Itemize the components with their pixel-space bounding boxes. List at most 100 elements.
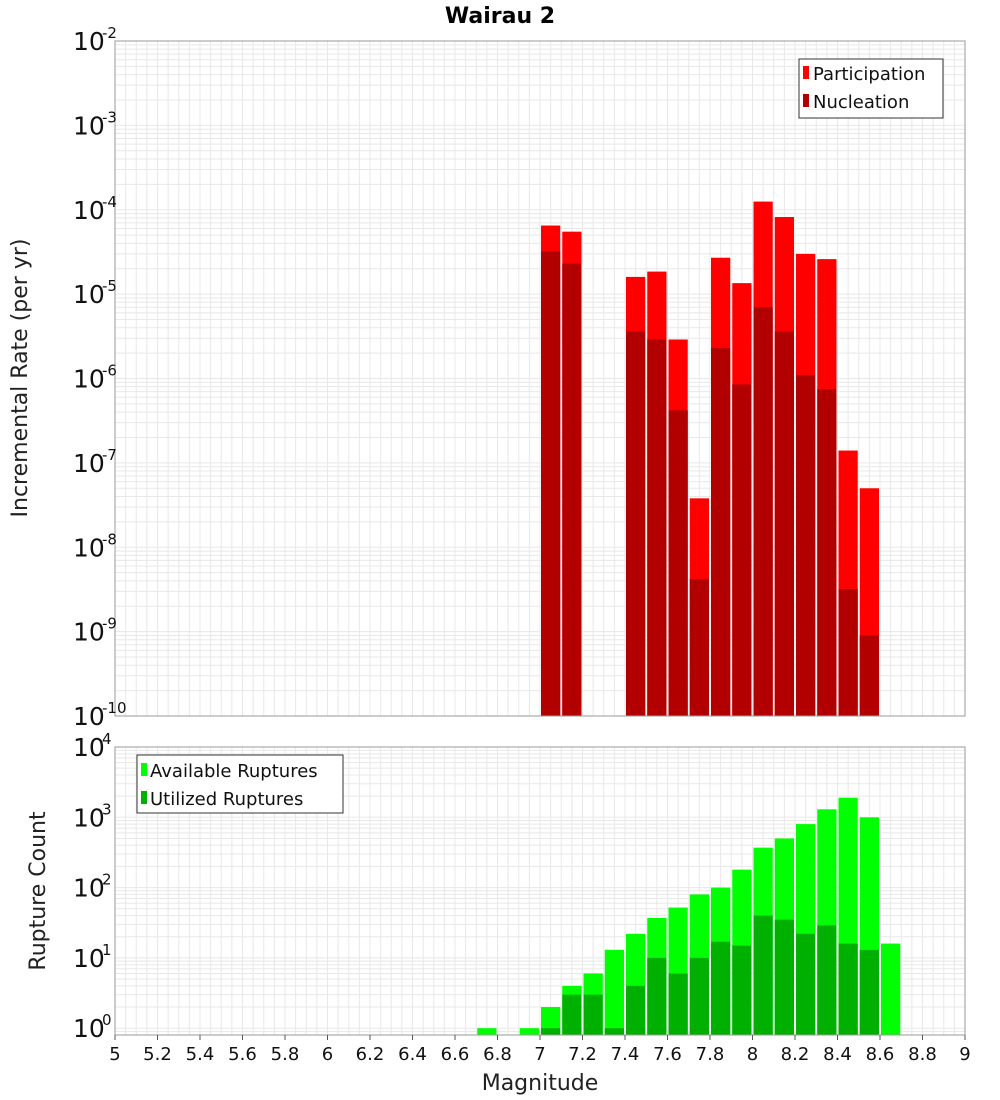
- x-axis-label: Magnitude: [482, 1071, 599, 1096]
- bottom-legend: Available Ruptures Utilized Ruptures: [136, 754, 344, 814]
- utilized-ruptures-legend-swatch: [141, 791, 147, 804]
- x-tick-label: 7.2: [568, 1044, 597, 1065]
- top-panel-grid: [114, 40, 966, 717]
- nucleation-bar: [732, 384, 752, 716]
- utilized-ruptures-bar: [732, 945, 752, 1035]
- available-ruptures-bar: [604, 949, 624, 1035]
- nucleation-bar: [711, 347, 731, 716]
- available-ruptures-bar: [881, 943, 901, 1035]
- x-tick-label: 7.6: [653, 1044, 682, 1065]
- bottom-y-axis-label: Rupture Count: [26, 811, 51, 971]
- top-y-tick-label: 10: [73, 449, 105, 478]
- top-panel-y-ticks: 10-210-310-410-510-610-710-810-910-10: [73, 24, 127, 731]
- utilized-ruptures-bar: [796, 933, 816, 1035]
- nucleation-bar: [541, 251, 561, 716]
- top-y-tick-label: 10: [73, 702, 105, 731]
- top-y-tick-label: 10: [73, 365, 105, 394]
- top-y-tick-label: 10: [73, 533, 105, 562]
- nucleation-legend-label: Nucleation: [813, 92, 909, 113]
- x-tick-label: 6.4: [398, 1044, 427, 1065]
- top-y-tick-exponent: -4: [102, 193, 117, 211]
- x-tick-label: 8.6: [866, 1044, 895, 1065]
- utilized-ruptures-bar: [647, 957, 667, 1035]
- nucleation-bar: [562, 263, 582, 716]
- utilized-ruptures-bar: [583, 994, 603, 1035]
- top-panel-bars: [541, 201, 879, 716]
- x-tick-label: 8.4: [823, 1044, 852, 1065]
- top-y-tick-exponent: -7: [102, 446, 117, 464]
- x-tick-label: 5.8: [271, 1044, 300, 1065]
- top-y-tick-exponent: -2: [102, 24, 117, 42]
- nucleation-legend-swatch: [803, 94, 809, 107]
- x-tick-label: 6.6: [441, 1044, 470, 1065]
- bottom-y-tick-exponent: 1: [102, 941, 112, 959]
- utilized-ruptures-bar: [668, 973, 688, 1035]
- available-ruptures-bar: [519, 1028, 539, 1035]
- x-tick-label: 7.4: [611, 1044, 640, 1065]
- bottom-y-tick-label: 10: [73, 733, 105, 762]
- x-tick-label: 8: [747, 1044, 758, 1065]
- top-y-tick-label: 10: [73, 618, 105, 647]
- top-y-tick-exponent: -5: [102, 277, 117, 295]
- top-y-tick-exponent: -6: [102, 362, 117, 380]
- utilized-ruptures-bar: [817, 925, 837, 1035]
- x-tick-label: 6: [322, 1044, 333, 1065]
- top-y-tick-exponent: -9: [102, 615, 117, 633]
- nucleation-bar: [626, 331, 646, 716]
- bottom-y-tick-label: 10: [73, 803, 105, 832]
- top-y-tick-label: 10: [73, 111, 105, 140]
- nucleation-bar: [753, 307, 773, 716]
- available-ruptures-legend-label: Available Ruptures: [150, 761, 318, 782]
- bottom-legend-box: [136, 754, 344, 814]
- top-y-axis-label: Incremental Rate (per yr): [8, 239, 33, 518]
- participation-legend-label: Participation: [813, 64, 925, 85]
- bottom-panel-bars: [477, 797, 901, 1035]
- utilized-ruptures-bar: [541, 1028, 561, 1035]
- utilized-ruptures-bar: [753, 915, 773, 1035]
- nucleation-bar: [859, 635, 879, 716]
- x-axis-ticks: 5 5.2 5.4 5.6 5.8 6 6.2 6.4 6.6 6.8 7 7.2 7.4 7.6 7.8 8…: [109, 1035, 971, 1065]
- x-tick-label: 8.2: [781, 1044, 810, 1065]
- nucleation-bar: [796, 375, 816, 716]
- available-ruptures-bar: [477, 1028, 497, 1035]
- x-tick-label: 5.2: [143, 1044, 172, 1065]
- x-tick-label: 8.8: [908, 1044, 937, 1065]
- top-legend: Participation Nucleation: [798, 58, 944, 119]
- nucleation-bar: [774, 331, 794, 716]
- nucleation-bar: [817, 389, 837, 716]
- bottom-y-tick-label: 10: [73, 944, 105, 973]
- top-y-tick-label: 10: [73, 196, 105, 225]
- x-tick-label: 5.4: [186, 1044, 215, 1065]
- top-y-tick-exponent: -10: [102, 699, 127, 717]
- top-y-tick-exponent: -8: [102, 530, 117, 548]
- x-tick-label: 6.2: [356, 1044, 385, 1065]
- bottom-y-tick-label: 10: [73, 1014, 105, 1043]
- x-tick-label: 7: [534, 1044, 545, 1065]
- utilized-ruptures-bar: [689, 957, 709, 1035]
- utilized-ruptures-bar: [774, 919, 794, 1035]
- available-ruptures-legend-swatch: [141, 763, 147, 776]
- x-tick-label: 5.6: [228, 1044, 257, 1065]
- x-tick-label: 7.8: [696, 1044, 725, 1065]
- nucleation-bar: [689, 579, 709, 716]
- x-tick-label: 9: [959, 1044, 970, 1065]
- utilized-ruptures-bar: [626, 985, 646, 1035]
- x-tick-label: 5: [109, 1044, 120, 1065]
- bottom-y-tick-exponent: 2: [102, 871, 112, 889]
- top-y-tick-exponent: -3: [102, 108, 117, 126]
- utilized-ruptures-bar: [859, 949, 879, 1035]
- bottom-y-tick-exponent: 4: [102, 730, 112, 748]
- nucleation-bar: [647, 339, 667, 716]
- bottom-y-tick-exponent: 0: [102, 1011, 112, 1029]
- utilized-ruptures-bar: [711, 941, 731, 1035]
- bottom-y-tick-exponent: 3: [102, 800, 112, 818]
- utilized-ruptures-bar: [604, 1028, 624, 1035]
- available-ruptures-bar: [541, 1007, 561, 1035]
- utilized-ruptures-bar: [562, 994, 582, 1035]
- utilized-ruptures-bar: [838, 943, 858, 1035]
- chart-title: Wairau 2: [445, 4, 555, 29]
- nucleation-bar: [838, 589, 858, 716]
- top-y-tick-label: 10: [73, 280, 105, 309]
